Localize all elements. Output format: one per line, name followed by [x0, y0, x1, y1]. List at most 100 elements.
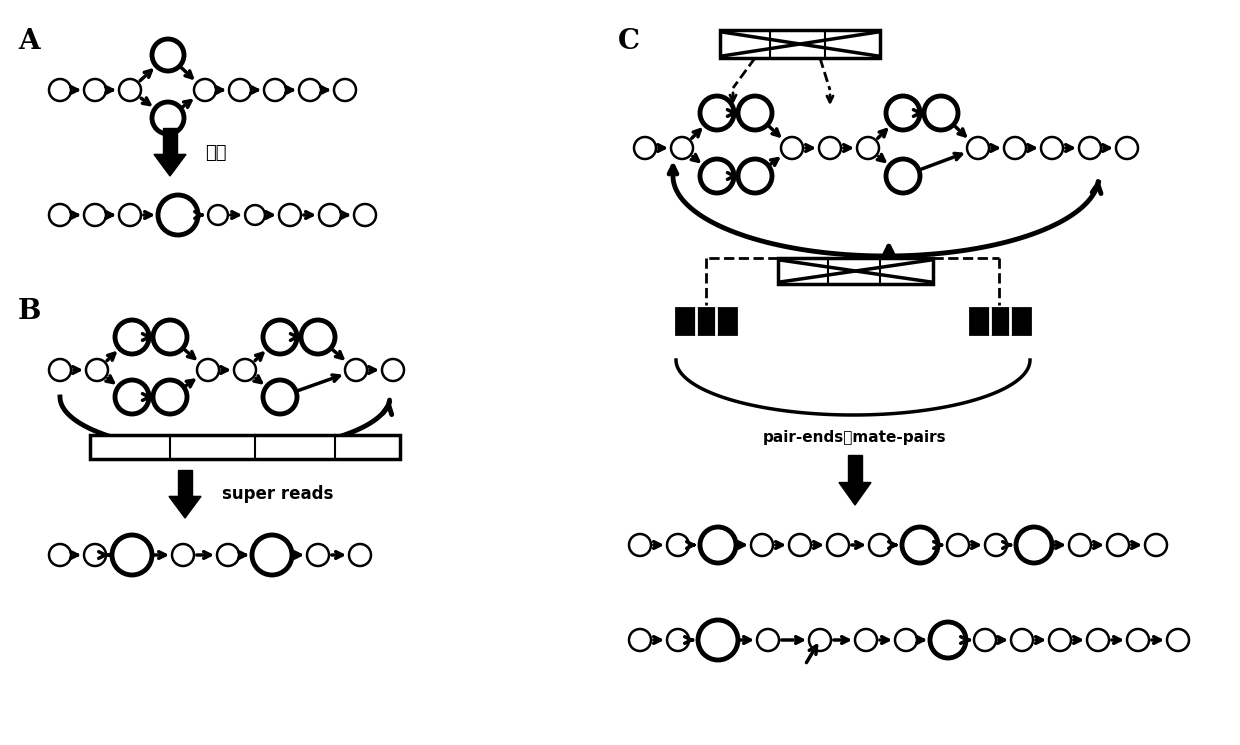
- Circle shape: [193, 79, 216, 101]
- Circle shape: [634, 137, 656, 159]
- Circle shape: [701, 159, 734, 193]
- Circle shape: [84, 79, 105, 101]
- Circle shape: [119, 204, 141, 226]
- Circle shape: [857, 137, 879, 159]
- Circle shape: [153, 380, 187, 414]
- Circle shape: [738, 96, 773, 130]
- Bar: [720, 30, 880, 58]
- Text: super reads: super reads: [222, 485, 334, 503]
- Circle shape: [856, 629, 877, 651]
- Circle shape: [756, 629, 779, 651]
- Circle shape: [84, 204, 105, 226]
- Circle shape: [334, 79, 356, 101]
- Bar: [91, 435, 401, 459]
- Circle shape: [1167, 629, 1189, 651]
- Circle shape: [208, 205, 228, 225]
- Circle shape: [1087, 629, 1109, 651]
- Circle shape: [869, 534, 892, 556]
- Circle shape: [751, 534, 773, 556]
- Circle shape: [781, 137, 804, 159]
- Circle shape: [345, 359, 367, 381]
- Circle shape: [50, 204, 71, 226]
- Circle shape: [115, 380, 149, 414]
- Circle shape: [1145, 534, 1167, 556]
- Circle shape: [1116, 137, 1138, 159]
- Circle shape: [629, 534, 651, 556]
- Text: A: A: [19, 28, 40, 55]
- Circle shape: [930, 622, 966, 658]
- Circle shape: [967, 137, 990, 159]
- Bar: [676, 308, 737, 334]
- Bar: [162, 128, 177, 154]
- Polygon shape: [154, 154, 186, 176]
- Circle shape: [50, 544, 71, 566]
- Circle shape: [1107, 534, 1128, 556]
- Circle shape: [1011, 629, 1033, 651]
- Text: pair-ends或mate-pairs: pair-ends或mate-pairs: [763, 430, 947, 445]
- Circle shape: [1127, 629, 1149, 651]
- Circle shape: [671, 137, 693, 159]
- Circle shape: [738, 159, 773, 193]
- Polygon shape: [169, 496, 201, 518]
- Circle shape: [279, 204, 301, 226]
- Circle shape: [667, 534, 689, 556]
- Circle shape: [301, 320, 335, 354]
- Circle shape: [901, 527, 937, 563]
- Circle shape: [319, 204, 341, 226]
- Circle shape: [348, 544, 371, 566]
- Circle shape: [1049, 629, 1071, 651]
- Circle shape: [157, 195, 198, 235]
- Circle shape: [264, 79, 286, 101]
- Circle shape: [112, 535, 153, 575]
- Circle shape: [246, 205, 265, 225]
- Circle shape: [895, 629, 918, 651]
- Circle shape: [172, 544, 193, 566]
- Circle shape: [701, 527, 737, 563]
- Circle shape: [263, 380, 298, 414]
- Circle shape: [153, 320, 187, 354]
- Circle shape: [1042, 137, 1063, 159]
- Circle shape: [629, 629, 651, 651]
- Circle shape: [789, 534, 811, 556]
- Bar: [970, 308, 1030, 334]
- Circle shape: [947, 534, 968, 556]
- Circle shape: [382, 359, 404, 381]
- Circle shape: [698, 620, 738, 660]
- Circle shape: [229, 79, 250, 101]
- Circle shape: [924, 96, 959, 130]
- Text: B: B: [19, 298, 41, 325]
- Circle shape: [985, 534, 1007, 556]
- Circle shape: [818, 137, 841, 159]
- Circle shape: [1069, 534, 1091, 556]
- Circle shape: [115, 320, 149, 354]
- Circle shape: [701, 96, 734, 130]
- Bar: [177, 470, 192, 496]
- Circle shape: [119, 79, 141, 101]
- Circle shape: [887, 159, 920, 193]
- Bar: [777, 258, 932, 284]
- Circle shape: [1016, 527, 1052, 563]
- Circle shape: [234, 359, 255, 381]
- Circle shape: [353, 204, 376, 226]
- Circle shape: [667, 629, 689, 651]
- Circle shape: [217, 544, 239, 566]
- Circle shape: [1079, 137, 1101, 159]
- Polygon shape: [839, 483, 870, 505]
- Text: 合并: 合并: [205, 144, 227, 162]
- Circle shape: [86, 359, 108, 381]
- Circle shape: [827, 534, 849, 556]
- Circle shape: [1004, 137, 1025, 159]
- Circle shape: [84, 544, 105, 566]
- Circle shape: [263, 320, 298, 354]
- Circle shape: [887, 96, 920, 130]
- Circle shape: [153, 102, 184, 134]
- Circle shape: [299, 79, 321, 101]
- Circle shape: [308, 544, 329, 566]
- Circle shape: [197, 359, 219, 381]
- Circle shape: [50, 359, 71, 381]
- Circle shape: [252, 535, 291, 575]
- Text: C: C: [618, 28, 640, 55]
- Circle shape: [50, 79, 71, 101]
- Circle shape: [808, 629, 831, 651]
- Bar: [848, 455, 862, 483]
